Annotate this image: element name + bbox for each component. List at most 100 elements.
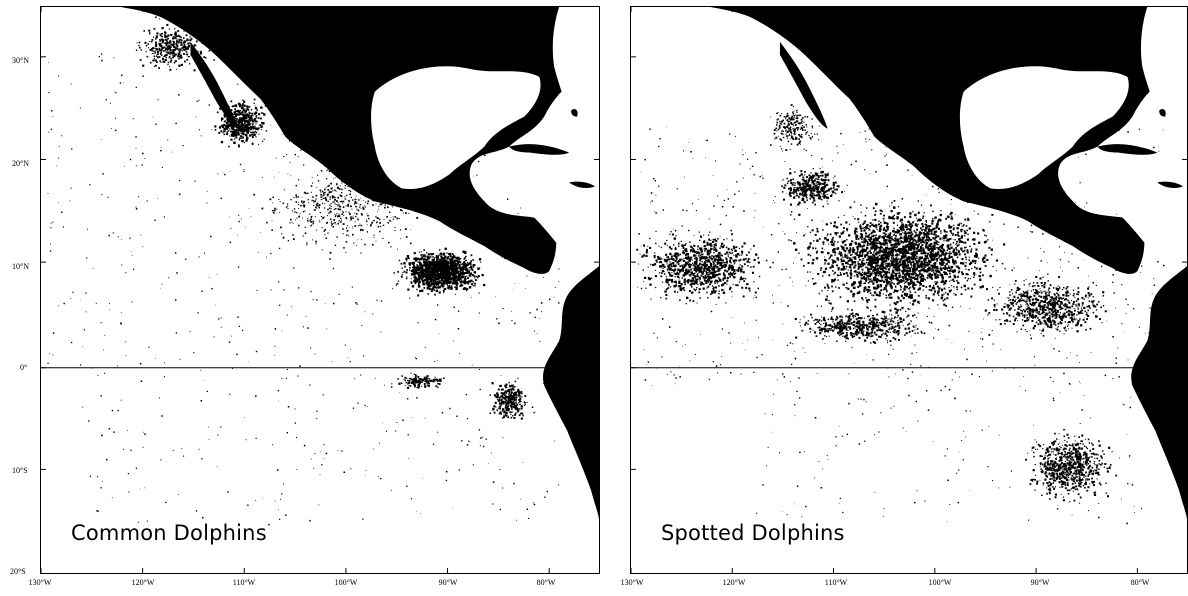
sighting-dot <box>150 40 153 43</box>
sighting-dot <box>432 443 435 445</box>
sighting-dot <box>478 160 480 163</box>
sighting-dot <box>536 333 538 334</box>
sighting-dot <box>409 377 412 380</box>
sighting-dot <box>833 240 836 243</box>
sighting-dot <box>377 217 380 219</box>
sighting-dot <box>421 256 424 259</box>
sighting-dot <box>441 270 444 273</box>
sighting-dot <box>443 267 445 270</box>
sighting-dot <box>558 281 560 283</box>
sighting-dot <box>170 33 173 36</box>
sighting-dot <box>695 270 698 273</box>
sighting-dot <box>253 102 255 104</box>
sighting-dot <box>237 144 240 146</box>
sighting-dot <box>411 261 414 265</box>
sighting-dot <box>406 386 410 389</box>
sighting-dot <box>174 252 177 254</box>
sighting-dot <box>507 387 509 388</box>
sighting-dot <box>163 32 166 34</box>
sighting-dot <box>670 265 673 268</box>
sighting-dot <box>237 120 240 122</box>
sighting-dot <box>507 402 510 405</box>
sighting-dot <box>303 444 306 447</box>
sighting-dot <box>676 275 680 278</box>
sighting-dot <box>351 208 353 210</box>
sighting-dot <box>357 209 360 212</box>
sighting-dot <box>454 279 457 283</box>
sighting-dot <box>156 56 159 59</box>
sighting-dot <box>241 117 244 119</box>
sighting-dot <box>472 259 474 261</box>
sighting-dot <box>307 221 309 223</box>
sighting-dot <box>85 311 87 313</box>
sighting-dot <box>244 133 248 137</box>
sighting-dot <box>138 196 140 198</box>
sighting-dot <box>665 276 667 278</box>
sighting-dot <box>694 281 697 284</box>
sighting-dot <box>425 380 428 383</box>
sighting-dot <box>690 251 692 253</box>
sighting-dot <box>672 258 675 261</box>
sighting-dot <box>739 268 742 271</box>
sighting-dot <box>695 258 698 261</box>
sighting-dot <box>690 286 693 288</box>
sighting-dot <box>333 209 335 211</box>
sighting-dot <box>503 393 505 396</box>
sighting-dot <box>443 273 445 275</box>
sighting-dot <box>69 200 71 202</box>
sighting-dot <box>249 131 252 133</box>
sighting-dot <box>429 379 432 382</box>
sighting-dot <box>967 217 969 220</box>
sighting-dot <box>460 283 462 286</box>
sighting-dot <box>434 280 437 282</box>
sighting-dot <box>182 42 185 44</box>
sighting-dot <box>411 282 413 284</box>
sighting-dot <box>944 258 947 260</box>
sighting-dot <box>420 266 422 269</box>
sighting-dot <box>428 260 431 263</box>
sighting-dot <box>697 264 700 267</box>
sighting-dot <box>418 377 420 379</box>
sighting-dot <box>131 255 133 256</box>
sighting-dot <box>874 305 877 308</box>
sighting-dot <box>681 277 683 279</box>
sighting-dot <box>838 287 840 289</box>
sighting-dot <box>722 279 724 282</box>
sighting-dot <box>741 278 744 280</box>
sighting-dot <box>409 385 412 387</box>
sighting-dot <box>728 266 731 269</box>
sighting-dot <box>281 330 283 332</box>
sighting-dot <box>695 268 697 271</box>
sighting-dot <box>418 276 420 278</box>
sighting-dot <box>558 302 560 304</box>
sighting-dot <box>909 247 913 250</box>
sighting-dot <box>706 260 708 262</box>
sighting-dot <box>694 265 697 268</box>
sighting-dot <box>414 274 416 277</box>
sighting-dot <box>467 263 470 266</box>
sighting-dot <box>696 273 699 276</box>
sighting-dot <box>481 436 483 438</box>
sighting-dot <box>329 210 332 213</box>
sighting-dot <box>231 335 233 337</box>
sighting-dot <box>342 211 345 213</box>
sighting-dot <box>491 382 494 385</box>
sighting-dot <box>392 216 394 217</box>
sighting-dot <box>718 280 720 283</box>
sighting-dot <box>708 238 711 241</box>
sighting-dot <box>423 378 426 381</box>
sighting-dot <box>342 233 344 235</box>
sighting-dot <box>316 204 319 207</box>
sighting-dot <box>502 437 504 439</box>
sighting-dot <box>360 239 362 241</box>
sighting-dot <box>422 282 426 286</box>
sighting-dot <box>241 136 245 139</box>
sighting-dot <box>444 271 447 274</box>
sighting-dot <box>132 118 134 120</box>
sighting-dot <box>431 269 434 273</box>
sighting-dot <box>352 226 354 228</box>
sighting-dot <box>159 287 161 289</box>
sighting-dot <box>438 333 440 335</box>
sighting-dot <box>426 275 429 278</box>
sighting-dot <box>498 399 500 401</box>
